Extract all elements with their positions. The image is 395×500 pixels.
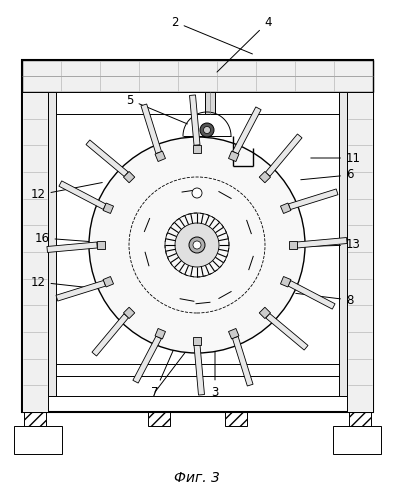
Polygon shape: [232, 336, 253, 386]
Bar: [339, 92, 347, 396]
Polygon shape: [193, 145, 201, 153]
Polygon shape: [288, 189, 338, 210]
Polygon shape: [56, 280, 105, 301]
Polygon shape: [233, 107, 261, 154]
Text: 6: 6: [301, 168, 354, 181]
Polygon shape: [124, 307, 135, 318]
Bar: [22, 60, 373, 92]
Polygon shape: [193, 337, 201, 345]
Polygon shape: [288, 280, 335, 309]
Circle shape: [175, 223, 219, 267]
Polygon shape: [86, 140, 128, 176]
Polygon shape: [280, 203, 291, 213]
Polygon shape: [155, 328, 166, 339]
Text: 13: 13: [255, 238, 361, 252]
Polygon shape: [194, 344, 205, 395]
Polygon shape: [289, 241, 297, 249]
Bar: [48, 92, 347, 396]
Polygon shape: [265, 134, 302, 176]
Circle shape: [193, 241, 201, 249]
Polygon shape: [103, 276, 113, 287]
Polygon shape: [259, 307, 271, 318]
Bar: [225, 412, 247, 426]
Polygon shape: [190, 95, 200, 146]
Polygon shape: [259, 172, 271, 183]
Circle shape: [203, 126, 211, 134]
Polygon shape: [133, 336, 162, 383]
Polygon shape: [155, 151, 166, 162]
Text: 3: 3: [211, 348, 219, 399]
Text: 2: 2: [171, 16, 252, 54]
Circle shape: [200, 123, 214, 137]
Text: 7: 7: [151, 330, 182, 398]
Circle shape: [89, 137, 305, 353]
Bar: [24, 412, 46, 426]
Text: 5: 5: [126, 94, 188, 124]
Polygon shape: [47, 242, 97, 252]
Polygon shape: [266, 314, 308, 350]
Bar: [349, 412, 371, 426]
Polygon shape: [103, 203, 113, 213]
Bar: [22, 60, 373, 412]
Polygon shape: [280, 276, 291, 287]
Text: 8: 8: [296, 294, 354, 306]
Text: 4: 4: [217, 16, 272, 72]
Text: 12: 12: [30, 276, 107, 289]
Bar: [205, 92, 215, 114]
Polygon shape: [92, 314, 129, 356]
Bar: [14, 426, 62, 454]
Bar: [148, 412, 170, 426]
Text: Фиг. 3: Фиг. 3: [174, 471, 220, 485]
Polygon shape: [124, 172, 135, 183]
Circle shape: [192, 188, 202, 198]
Bar: [347, 92, 373, 412]
Polygon shape: [141, 104, 162, 154]
Polygon shape: [59, 181, 106, 210]
Bar: [333, 426, 381, 454]
Polygon shape: [297, 238, 347, 248]
Circle shape: [189, 237, 205, 253]
Text: 11: 11: [311, 152, 361, 164]
Text: 12: 12: [30, 182, 102, 202]
Bar: [48, 92, 56, 396]
Text: 16: 16: [34, 232, 160, 247]
Polygon shape: [97, 241, 105, 249]
Polygon shape: [229, 151, 239, 162]
Polygon shape: [229, 328, 239, 339]
Bar: [22, 92, 48, 412]
